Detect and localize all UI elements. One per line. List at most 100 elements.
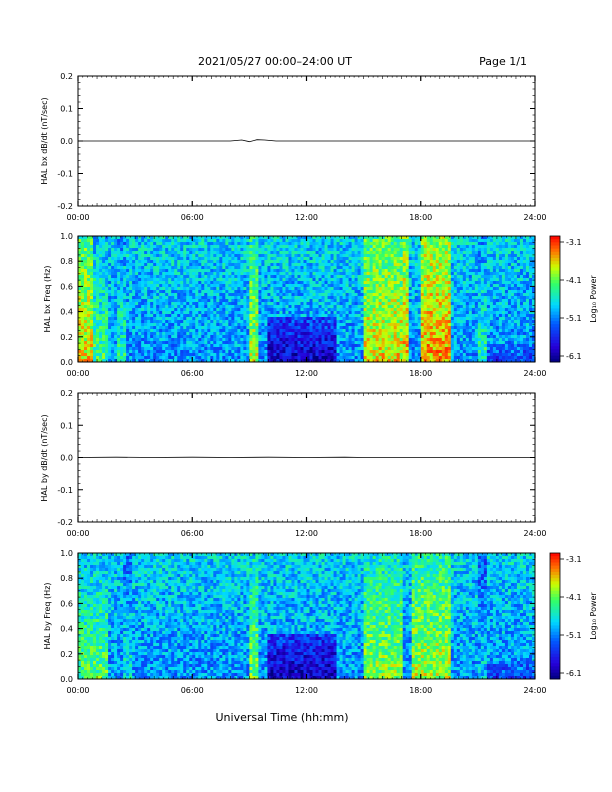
heatmap-cell	[393, 302, 398, 306]
heatmap-cell	[171, 272, 175, 276]
heatmap-cell	[336, 251, 340, 255]
heatmap-cell	[264, 326, 268, 330]
heatmap-cell	[276, 323, 280, 327]
heatmap-cell	[321, 338, 325, 342]
heatmap-cell	[351, 305, 356, 309]
heatmap-cell	[276, 263, 280, 267]
heatmap-cell	[363, 293, 368, 297]
heatmap-cell	[285, 290, 289, 294]
heatmap-cell	[135, 293, 139, 297]
heatmap-cell	[309, 338, 313, 342]
heatmap-cell	[357, 314, 362, 318]
heatmap-cell	[282, 239, 286, 243]
heatmap-cell	[315, 302, 319, 306]
heatmap-cell	[321, 347, 325, 351]
heatmap-cell	[222, 242, 226, 246]
heatmap-cell	[84, 332, 88, 336]
heatmap-cell	[90, 317, 94, 321]
heatmap-cell	[288, 254, 292, 258]
heatmap-cell	[81, 350, 85, 354]
heatmap-cell	[369, 320, 374, 324]
heatmap-cell	[345, 326, 349, 330]
heatmap-cell	[315, 359, 319, 363]
heatmap-cell	[216, 248, 220, 252]
heatmap-cell	[300, 293, 304, 297]
heatmap-cell	[249, 263, 253, 267]
heatmap-cell	[183, 305, 187, 309]
heatmap-cell	[228, 266, 232, 270]
heatmap-cell	[204, 326, 208, 330]
heatmap-cell	[393, 320, 398, 324]
heatmap-cell	[231, 287, 235, 291]
heatmap-cell	[399, 281, 404, 285]
heatmap-cell	[174, 287, 178, 291]
heatmap-cell	[411, 359, 416, 363]
heatmap-cell	[303, 308, 307, 312]
heatmap-cell	[147, 242, 151, 246]
heatmap-cell	[303, 251, 307, 255]
heatmap-cell	[315, 284, 319, 288]
heatmap-cell	[192, 263, 196, 267]
heatmap-cell	[204, 248, 208, 252]
heatmap-cell	[288, 239, 292, 243]
heatmap-cell	[282, 359, 286, 363]
heatmap-cell	[411, 278, 416, 282]
heatmap-cell	[276, 290, 280, 294]
heatmap-cell	[219, 272, 223, 276]
heatmap-cell	[264, 242, 268, 246]
heatmap-cell	[252, 284, 256, 288]
heatmap-cell	[258, 299, 262, 303]
heatmap-cell	[369, 242, 374, 246]
heatmap-cell	[357, 257, 362, 261]
heatmap-cell	[141, 281, 145, 285]
heatmap-cell	[183, 257, 187, 261]
heatmap-cell	[159, 296, 163, 300]
heatmap-cell	[315, 299, 319, 303]
heatmap-cell	[408, 341, 413, 345]
heatmap-cell	[207, 236, 211, 240]
heatmap-cell	[249, 344, 253, 348]
heatmap-cell	[153, 353, 157, 357]
heatmap-cell	[258, 305, 262, 309]
heatmap-cell	[213, 314, 217, 318]
heatmap-cell	[351, 293, 356, 297]
heatmap-cell	[81, 305, 85, 309]
heatmap-cell	[180, 311, 184, 315]
heatmap-cell	[300, 302, 304, 306]
heatmap-cell	[390, 311, 395, 315]
heatmap-cell	[336, 272, 340, 276]
heatmap-cell	[336, 260, 340, 264]
heatmap-cell	[291, 293, 295, 297]
heatmap-cell	[90, 275, 94, 279]
heatmap-cell	[399, 296, 404, 300]
heatmap-cell	[348, 335, 352, 339]
heatmap-cell	[141, 239, 145, 243]
heatmap-cell	[270, 278, 274, 282]
heatmap-cell	[297, 314, 301, 318]
heatmap-cell	[174, 245, 178, 249]
heatmap-cell	[234, 323, 238, 327]
heatmap-cell	[303, 338, 307, 342]
heatmap-cell	[330, 332, 334, 336]
heatmap-cell	[153, 239, 157, 243]
heatmap-cell	[240, 347, 244, 351]
heatmap-cell	[120, 356, 124, 360]
heatmap-cell	[231, 353, 235, 357]
heatmap-cell	[204, 263, 208, 267]
heatmap-cell	[129, 269, 133, 273]
heatmap-cell	[255, 257, 259, 261]
heatmap-cell	[306, 272, 310, 276]
heatmap-cell	[87, 314, 91, 318]
heatmap-cell	[111, 242, 115, 246]
heatmap-cell	[159, 266, 163, 270]
heatmap-cell	[90, 266, 94, 270]
heatmap-cell	[243, 293, 247, 297]
heatmap-cell	[93, 266, 97, 270]
heatmap-cell	[93, 317, 97, 321]
heatmap-cell	[84, 248, 88, 252]
heatmap-cell	[138, 350, 142, 354]
heatmap-cell	[303, 275, 307, 279]
heatmap-cell	[234, 287, 238, 291]
heatmap-cell	[411, 281, 416, 285]
heatmap-cell	[312, 323, 316, 327]
